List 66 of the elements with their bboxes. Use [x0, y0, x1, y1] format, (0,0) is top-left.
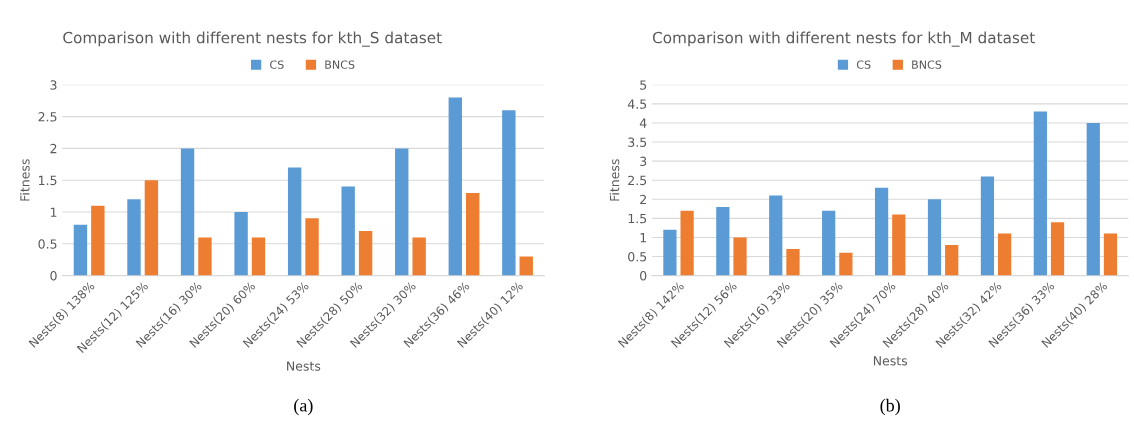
bar — [73, 224, 88, 276]
bar — [716, 206, 730, 276]
bar — [1086, 122, 1100, 276]
legend-label: BNCS — [912, 60, 942, 69]
y-tick-label: 5 — [640, 80, 647, 90]
y-tick-label: 1 — [50, 207, 57, 217]
y-tick-label: 3.5 — [628, 137, 647, 147]
bar — [1103, 233, 1118, 276]
bar — [1033, 111, 1047, 276]
y-tick-label: 3 — [50, 80, 57, 90]
bar — [786, 248, 800, 276]
bar — [822, 210, 836, 276]
bar — [448, 97, 462, 276]
y-tick-label: 1 — [640, 233, 647, 243]
bar — [502, 110, 516, 276]
bar — [980, 176, 995, 276]
y-tick-label: 2 — [640, 194, 646, 205]
legend-label: CS — [856, 60, 871, 69]
y-axis-title: Fitness — [19, 159, 30, 201]
bar — [412, 237, 426, 276]
y-tick-label: 0.5 — [38, 239, 57, 249]
bar — [839, 252, 853, 276]
bar — [945, 245, 959, 276]
bar — [892, 214, 906, 276]
bar — [234, 212, 248, 276]
y-tick-label: 0 — [50, 271, 57, 281]
chart-title: Comparison with different nests for kth_M dataset — [652, 31, 1035, 47]
y-tick-label: 0.5 — [628, 251, 647, 262]
bar — [127, 199, 141, 276]
y-tick-label: 2.5 — [628, 175, 647, 186]
bar — [998, 233, 1012, 276]
bar — [287, 167, 302, 276]
bar — [1050, 222, 1065, 276]
bar — [341, 186, 355, 276]
bar — [466, 192, 480, 276]
bar — [358, 231, 373, 276]
y-tick-label: 2.5 — [38, 112, 57, 122]
bar — [927, 199, 942, 276]
bar — [144, 180, 159, 276]
bar — [91, 205, 105, 276]
bar — [395, 148, 409, 276]
x-axis-title: Nests — [287, 361, 321, 371]
bar — [519, 256, 533, 276]
bar — [769, 195, 783, 276]
bar — [680, 210, 694, 276]
bar — [305, 218, 319, 276]
bar — [251, 237, 266, 276]
chart-title: Comparison with different nests for kth_S dataset — [63, 31, 442, 47]
y-tick-label: 3 — [640, 156, 647, 167]
x-axis-title: Nests — [873, 356, 908, 366]
y-tick-label: 1.5 — [39, 175, 57, 186]
y-tick-label: 4 — [639, 118, 647, 128]
y-tick-label: 4.5 — [627, 99, 647, 109]
legend-label: CS — [270, 60, 284, 69]
bar — [198, 237, 212, 276]
text: (a) — [294, 398, 313, 416]
legend-label: BNCS — [325, 60, 355, 69]
y-tick-label: 1.5 — [628, 214, 647, 224]
bar — [733, 237, 747, 276]
bar — [663, 229, 677, 276]
text: (b) — [880, 398, 900, 416]
y-tick-label: 0 — [640, 271, 647, 281]
y-tick-label: 2 — [50, 143, 57, 154]
bar — [180, 148, 195, 276]
y-axis-title: Fitness — [609, 159, 620, 201]
bar — [874, 187, 889, 276]
